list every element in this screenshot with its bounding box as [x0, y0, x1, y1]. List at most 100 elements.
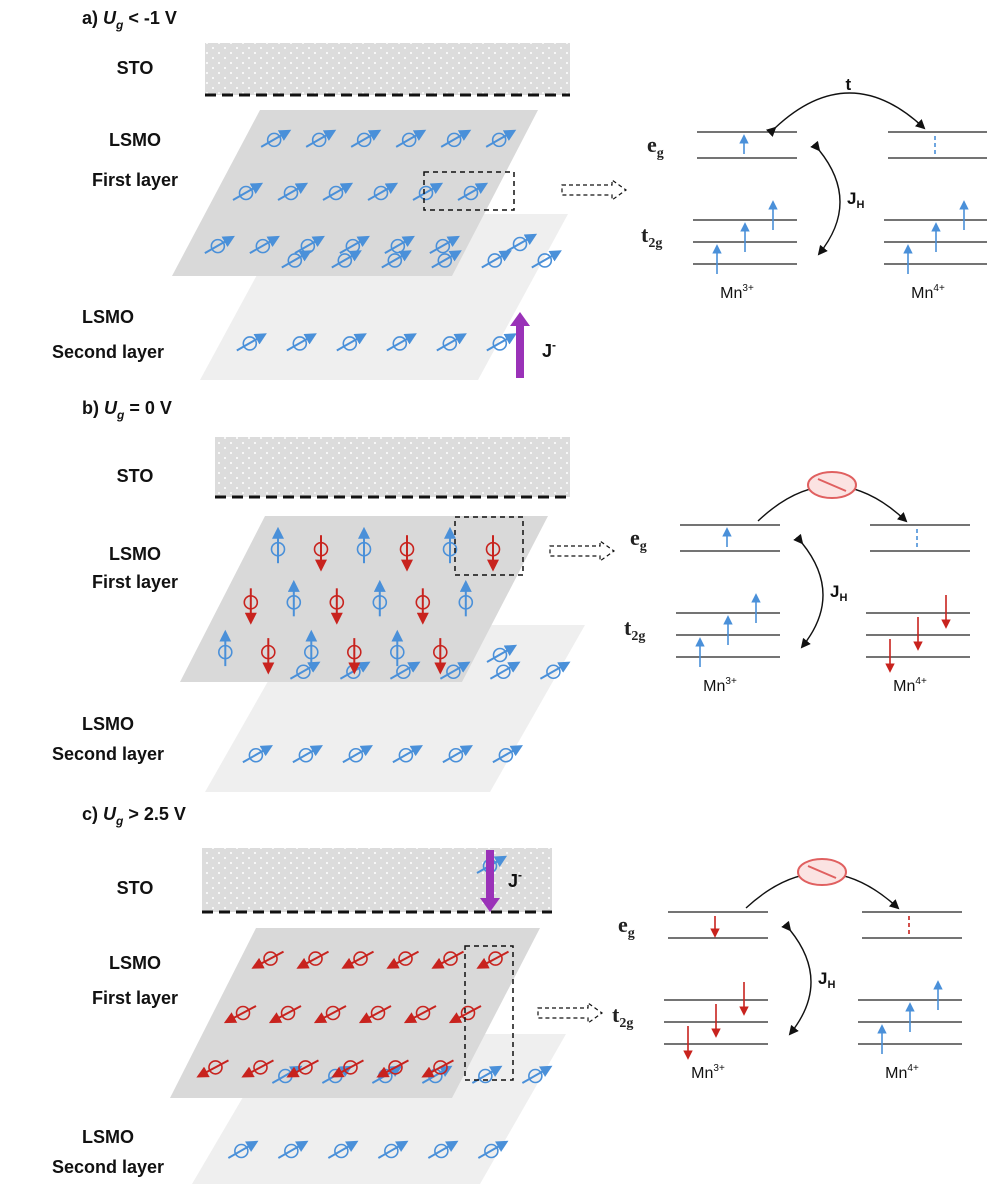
hund-coupling-arrow [781, 920, 812, 1036]
spin-site [384, 235, 415, 254]
hund-coupling-label: JH [830, 582, 847, 604]
sto-label: STO [117, 58, 154, 78]
spin-site [251, 950, 284, 969]
spin-site [372, 579, 388, 617]
sto-texture [215, 437, 570, 497]
spin-site [367, 182, 399, 201]
spin-arrow [431, 950, 464, 969]
spin-arrow [442, 745, 473, 764]
second-layer-label: Second layer [52, 1157, 164, 1177]
ion-label-mn4: Mn4+ [885, 1063, 919, 1082]
energy-diagram: Mn3+ Mn4+ eg t2g JH [612, 858, 962, 1082]
spin-arrow [427, 1140, 459, 1159]
spin-site [448, 1005, 482, 1024]
spin-site [436, 333, 467, 352]
spin-arrow [313, 1005, 347, 1024]
ion-label-mn3: Mn3+ [691, 1063, 725, 1082]
spin-arrow [436, 333, 467, 352]
t2g-label: t2g [612, 1002, 633, 1031]
spin-site [539, 661, 571, 680]
spin-arrow [477, 1140, 509, 1159]
spin-arrow [486, 333, 517, 352]
spin-arrow [336, 333, 367, 352]
spin-arrow [492, 745, 523, 764]
zoom-pointer-arrow [561, 178, 628, 202]
spin-arrow [386, 333, 417, 352]
spin-arrow [421, 1065, 453, 1084]
spin-arrow [249, 235, 280, 254]
spin-arrow [341, 950, 374, 969]
spin-arrow [204, 235, 235, 254]
spin-site [457, 182, 489, 201]
spin-arrow [412, 182, 444, 201]
first-layer-label: LSMO [109, 953, 161, 973]
spin-site [223, 1005, 257, 1024]
spin-site [289, 661, 321, 680]
spin-site [268, 1005, 302, 1024]
spin-arrow [296, 950, 329, 969]
spin-arrow [327, 1140, 359, 1159]
spin-site [415, 588, 431, 625]
selection-box [423, 171, 515, 211]
blocked-hopping-slash [817, 478, 847, 492]
spin-arrow [232, 182, 264, 201]
spin-arrow [223, 1005, 257, 1024]
spin-arrow [292, 745, 323, 764]
spin-arrow [429, 235, 460, 254]
hund-coupling-label: JH [847, 189, 864, 211]
spin-site [486, 644, 518, 663]
spin-site [249, 235, 280, 254]
panel-b: b) Ug = 0 V STO LSMO First layer LSMO Second … [52, 398, 970, 792]
spin-site [232, 182, 264, 201]
spin-arrow [489, 661, 521, 680]
current-label: J- [508, 868, 522, 891]
current-arrow-head [510, 312, 530, 326]
hopping-arrow [765, 92, 926, 137]
spin-site [531, 250, 562, 269]
spin-arrow [358, 1005, 392, 1024]
spin-arrow [377, 1140, 409, 1159]
spin-site [421, 1059, 454, 1078]
spin-site [431, 950, 464, 969]
spin-site [432, 638, 448, 675]
current-arrow-shaft [516, 326, 524, 378]
current-arrow [480, 850, 500, 912]
spin-site [313, 1005, 347, 1024]
first-layer-label: First layer [92, 572, 178, 592]
spin-site [296, 950, 329, 969]
spin-site [350, 129, 382, 148]
spin-arrow [448, 1005, 482, 1024]
spin-site [196, 1059, 229, 1078]
zoom-pointer-arrow [537, 1001, 604, 1025]
spin-site [431, 250, 462, 269]
spin-arrow [521, 1065, 553, 1084]
spin-arrow [331, 1059, 364, 1078]
spin-site [305, 129, 337, 148]
spin-site [481, 250, 512, 269]
spin-site [429, 235, 460, 254]
spin-site [260, 638, 276, 675]
spin-arrow [268, 1005, 302, 1024]
panel-header: b) Ug = 0 V [82, 398, 172, 422]
second-layer-label: LSMO [82, 1127, 134, 1147]
sto-label: STO [117, 878, 154, 898]
spin-site [403, 1005, 437, 1024]
sto-texture [202, 848, 552, 912]
spin-arrow [251, 950, 284, 969]
spin-site [440, 129, 472, 148]
spin-site [277, 182, 309, 201]
spin-site [260, 129, 292, 148]
spin-site [292, 745, 323, 764]
first-layer-label: LSMO [109, 130, 161, 150]
spin-site [477, 1140, 509, 1159]
spin-site [358, 1005, 392, 1024]
spin-site [377, 1140, 409, 1159]
spin-site [286, 579, 302, 617]
spin-site [521, 1065, 553, 1084]
spin-arrow [506, 233, 538, 252]
spin-arrow [476, 950, 509, 969]
spin-arrow [286, 333, 317, 352]
first-layer-label: First layer [92, 170, 178, 190]
spin-site [329, 588, 345, 625]
